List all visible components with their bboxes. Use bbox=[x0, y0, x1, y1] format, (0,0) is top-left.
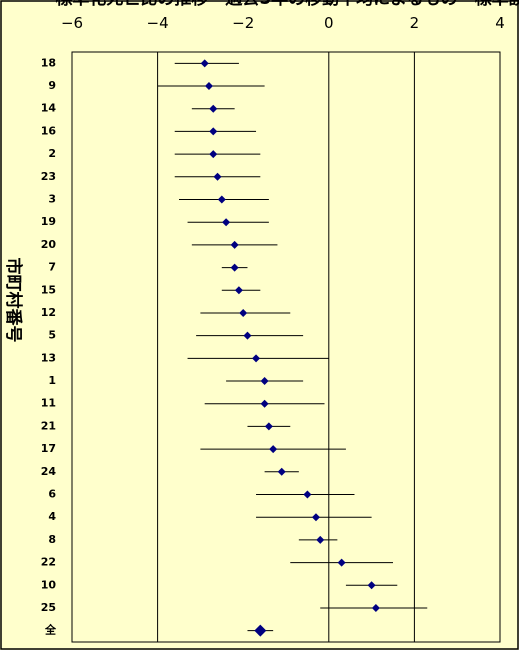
y-tick-label: 8 bbox=[48, 533, 56, 546]
y-tick-label: 21 bbox=[41, 419, 56, 432]
x-tick-label: −2 bbox=[232, 14, 254, 32]
data-point bbox=[269, 445, 278, 454]
data-point bbox=[217, 195, 226, 204]
data-point bbox=[213, 172, 222, 181]
y-tick-label: 17 bbox=[41, 442, 56, 455]
y-tick-label: 7 bbox=[48, 261, 56, 274]
plot-area bbox=[71, 51, 501, 643]
y-tick-label: 15 bbox=[41, 283, 56, 296]
data-point bbox=[209, 127, 218, 136]
data-point bbox=[209, 104, 218, 113]
data-point bbox=[371, 603, 380, 612]
y-tick-label: 10 bbox=[41, 578, 57, 591]
data-point bbox=[200, 59, 209, 68]
data-point bbox=[303, 490, 312, 499]
data-point bbox=[260, 377, 269, 386]
y-tick-label: 19 bbox=[41, 215, 56, 228]
y-tick-label: 1 bbox=[48, 374, 56, 387]
y-tick-labels: 1891416223319207151251311121172464822102… bbox=[41, 56, 57, 636]
chart-title: 標準化死亡比の推移・過去5年の移動平均によるもの・標準誤差 bbox=[55, 0, 519, 9]
y-tick-label: 16 bbox=[41, 124, 57, 137]
y-tick-label: 5 bbox=[48, 329, 56, 342]
y-tick-label: 13 bbox=[41, 351, 56, 364]
y-tick-label: 11 bbox=[41, 397, 56, 410]
y-tick-label: 12 bbox=[41, 306, 56, 319]
x-tick-label: 2 bbox=[410, 14, 420, 32]
data-point bbox=[260, 399, 269, 408]
data-point bbox=[204, 82, 213, 91]
data-point-total bbox=[254, 624, 267, 637]
y-tick-label: 18 bbox=[41, 56, 56, 69]
data-point bbox=[277, 467, 286, 476]
y-tick-label: 23 bbox=[41, 170, 56, 183]
grid-lines bbox=[157, 52, 415, 642]
data-point bbox=[234, 286, 243, 295]
x-tick-label: 4 bbox=[495, 14, 505, 32]
y-tick-label: 3 bbox=[48, 193, 56, 206]
y-tick-label: 4 bbox=[48, 510, 56, 523]
y-tick-label: 14 bbox=[41, 102, 57, 115]
data-point bbox=[230, 263, 239, 272]
y-tick-label: 22 bbox=[41, 556, 56, 569]
data-point bbox=[367, 581, 376, 590]
data-point bbox=[311, 513, 320, 522]
y-tick-label: 24 bbox=[41, 465, 57, 478]
y-tick-label: 25 bbox=[41, 601, 56, 614]
data-point bbox=[230, 240, 239, 249]
x-tick-label: −6 bbox=[61, 14, 83, 32]
x-tick-labels: −6 −4 −2 0 2 4 bbox=[61, 14, 505, 32]
y-tick-label: 2 bbox=[48, 147, 56, 160]
data-point bbox=[239, 308, 248, 317]
data-point bbox=[243, 331, 252, 340]
data-point bbox=[222, 218, 231, 227]
data-point bbox=[264, 422, 273, 431]
y-axis-label: 市町村番号 bbox=[3, 258, 24, 343]
y-tick-label: 9 bbox=[48, 79, 56, 92]
data-point bbox=[337, 558, 346, 567]
y-tick-label: 20 bbox=[41, 238, 57, 251]
data-point bbox=[252, 354, 261, 363]
data-points bbox=[200, 59, 380, 637]
x-tick-label: −4 bbox=[147, 14, 169, 32]
data-point bbox=[209, 150, 218, 159]
data-point bbox=[316, 535, 325, 544]
x-tick-label: 0 bbox=[324, 14, 334, 32]
y-tick-label: 6 bbox=[48, 488, 56, 501]
y-tick-label: 全 bbox=[44, 623, 57, 637]
